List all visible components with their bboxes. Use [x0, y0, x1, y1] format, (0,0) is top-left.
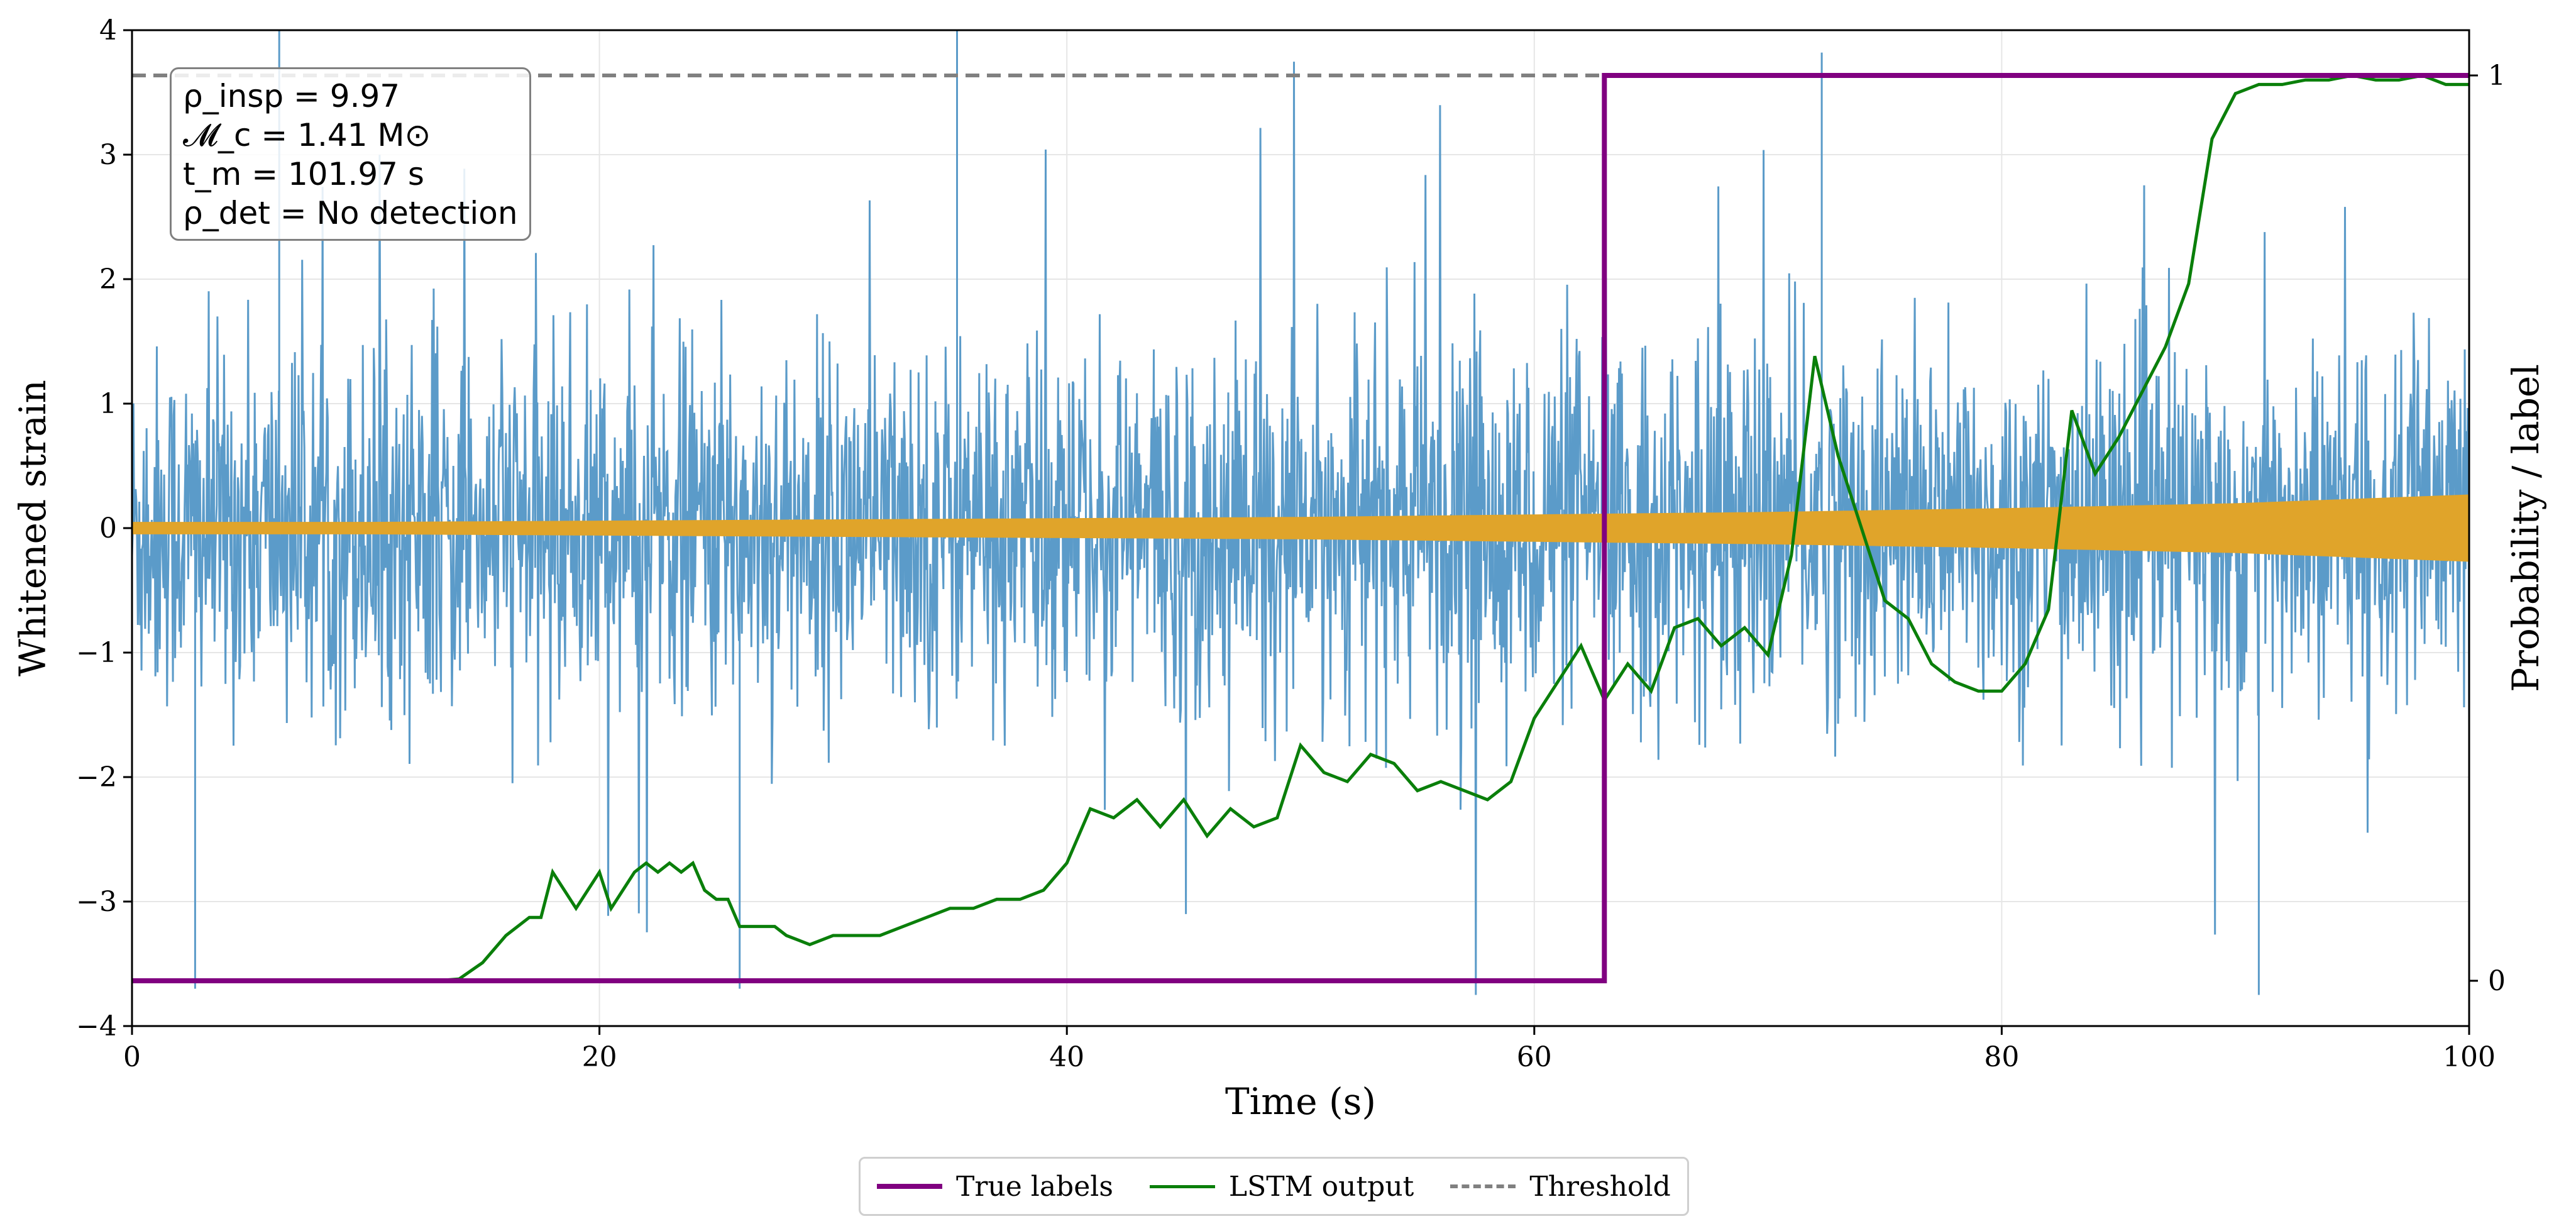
signal-template-series: [132, 494, 2469, 562]
strain-path: [132, 30, 2469, 995]
y-tick-label-8: 4: [99, 14, 117, 47]
parameters-annotation-box: ρ_insp = 9.97 𝓜_c = 1.41 M⊙ t_m = 101.97…: [170, 67, 531, 241]
legend-label-lstm-output: LSTM output: [1228, 1170, 1414, 1203]
y-tick-label-6: 2: [99, 263, 117, 295]
legend-swatch-lstm-output: [1149, 1184, 1215, 1188]
y-tick-label-7: 3: [99, 139, 117, 171]
legend-item-lstm-output: LSTM output: [1149, 1170, 1414, 1203]
y-tick-label-2: −2: [76, 761, 117, 793]
x-tick-label-1: 20: [582, 1041, 617, 1073]
template-band: [132, 494, 2469, 562]
rho-det-text: ρ_det = No detection: [183, 195, 518, 231]
legend-swatch-threshold: [1450, 1184, 1516, 1188]
merger-time-text: t_m = 101.97 s: [183, 156, 424, 192]
y-tick-label-1: −3: [76, 886, 117, 918]
true-labels-line: [132, 73, 2469, 983]
x-tick-label-3: 60: [1517, 1041, 1552, 1073]
legend-item-threshold: Threshold: [1450, 1170, 1671, 1203]
x-tick-label-4: 80: [1984, 1041, 2019, 1073]
x-tick-label-0: 0: [123, 1041, 141, 1073]
legend-item-true-labels: True labels: [877, 1171, 1113, 1203]
y2-axis-label: Probability / label: [2504, 364, 2547, 692]
legend-label-true-labels: True labels: [956, 1170, 1113, 1203]
legend-swatch-true-labels: [877, 1184, 942, 1189]
y-tick-label-0: −4: [76, 1010, 117, 1042]
whitened-strain-series: [132, 30, 2469, 995]
y-axis-label: Whitened strain: [11, 380, 54, 676]
y2-tick-label-1: 1: [2488, 60, 2506, 92]
x-axis-label: Time (s): [1225, 1080, 1376, 1123]
legend-label-threshold: Threshold: [1529, 1170, 1671, 1203]
y-tick-label-3: −1: [76, 637, 117, 669]
chirp-mass-text: 𝓜_c = 1.41 M⊙: [183, 117, 431, 153]
legend: True labels LSTM output Threshold: [859, 1157, 1689, 1216]
x-tick-label-2: 40: [1049, 1041, 1084, 1073]
lstm-output-line: [132, 74, 2469, 983]
x-tick-label-5: 100: [2443, 1041, 2496, 1073]
y2-tick-label-0: 0: [2488, 965, 2506, 997]
rho-insp-text: ρ_insp = 9.97: [183, 78, 400, 114]
y-tick-label-4: 0: [99, 512, 117, 544]
y-tick-label-5: 1: [99, 388, 117, 420]
